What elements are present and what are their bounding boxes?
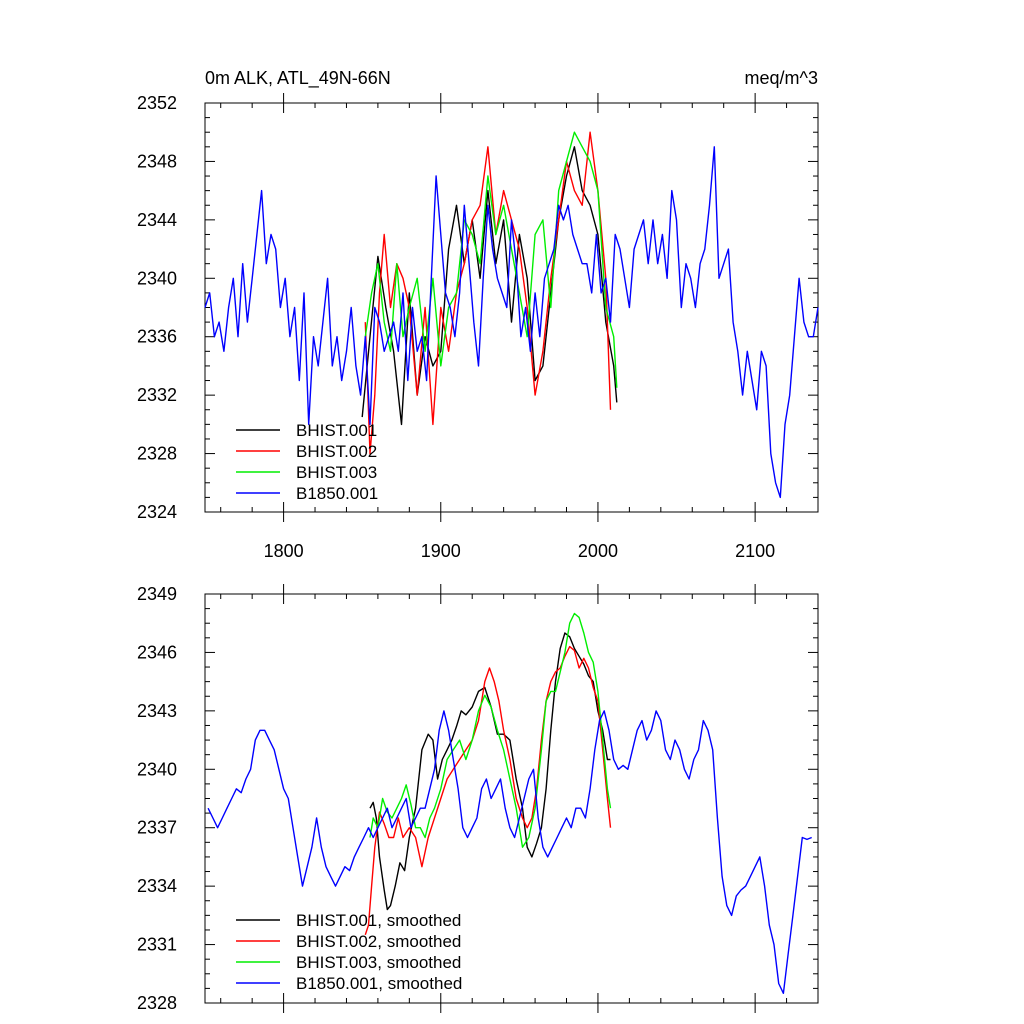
- legend-top: BHIST.001 BHIST.002 BHIST.003 B1850.001: [236, 421, 378, 503]
- x-tick-label: 1900: [421, 541, 461, 561]
- y-tick-label: 2324: [137, 502, 177, 522]
- panel-top: 0m ALK, ATL_49N-66N meq/m^3 2324 2328 2332…: [137, 68, 819, 561]
- x-axis-bottom: [220, 584, 819, 1013]
- x-tick-label: 1800: [264, 541, 304, 561]
- legend-label: BHIST.001, smoothed: [296, 911, 461, 930]
- series-line-bhist-001: [369, 632, 611, 911]
- series-line-bhist-001: [361, 146, 618, 426]
- x-tick-label: 2100: [735, 541, 775, 561]
- y-tick-label: 2348: [137, 151, 177, 171]
- y-axis-top: 2324 2328 2332 2336 2340 2344 2348 2352: [137, 93, 818, 522]
- y-tick-label: 2346: [137, 642, 177, 662]
- series-group-bottom: [207, 612, 812, 994]
- y-tick-label: 2332: [137, 385, 177, 405]
- y-tick-label: 2334: [137, 876, 177, 896]
- series-line-bhist-003: [369, 612, 612, 848]
- y-tick-label: 2336: [137, 327, 177, 347]
- y-tick-label: 2328: [137, 993, 177, 1013]
- y-tick-label: 2340: [137, 759, 177, 779]
- y-tick-label: 2337: [137, 818, 177, 838]
- y-tick-label: 2340: [137, 268, 177, 288]
- y-tick-label: 2344: [137, 210, 177, 230]
- legend-label: B1850.001: [296, 484, 378, 503]
- x-axis-top: 1800 1900 2000 2100: [220, 93, 819, 561]
- y-tick-label: 2343: [137, 701, 177, 721]
- legend-label: B1850.001, smoothed: [296, 974, 462, 993]
- panel-bottom: 2328 2331 2334 2337 2340 2343 2346 2349 BHIST.0…: [137, 584, 819, 1013]
- series-group-top: [204, 131, 819, 499]
- legend-label: BHIST.003: [296, 463, 377, 482]
- y-tick-label: 2331: [137, 935, 177, 955]
- y-tick-label: 2352: [137, 93, 177, 113]
- legend-label: BHIST.001: [296, 421, 377, 440]
- legend-label: BHIST.003, smoothed: [296, 953, 461, 972]
- x-tick-label: 2000: [578, 541, 618, 561]
- y-axis-bottom: 2328 2331 2334 2337 2340 2343 2346 2349: [137, 584, 818, 1013]
- legend-label: BHIST.002: [296, 442, 377, 461]
- series-line-bhist-002: [364, 131, 612, 455]
- y-tick-label: 2349: [137, 584, 177, 604]
- chart-title-left: 0m ALK, ATL_49N-66N: [205, 68, 391, 89]
- series-line-b1850-001: [207, 710, 812, 994]
- legend-label: BHIST.002, smoothed: [296, 932, 461, 951]
- y-tick-label: 2328: [137, 444, 177, 464]
- series-line-b1850-001: [204, 146, 819, 499]
- chart-title-right: meq/m^3: [745, 68, 818, 88]
- legend-bottom: BHIST.001, smoothed BHIST.002, smoothed BH…: [236, 911, 462, 993]
- series-line-bhist-002: [364, 645, 612, 936]
